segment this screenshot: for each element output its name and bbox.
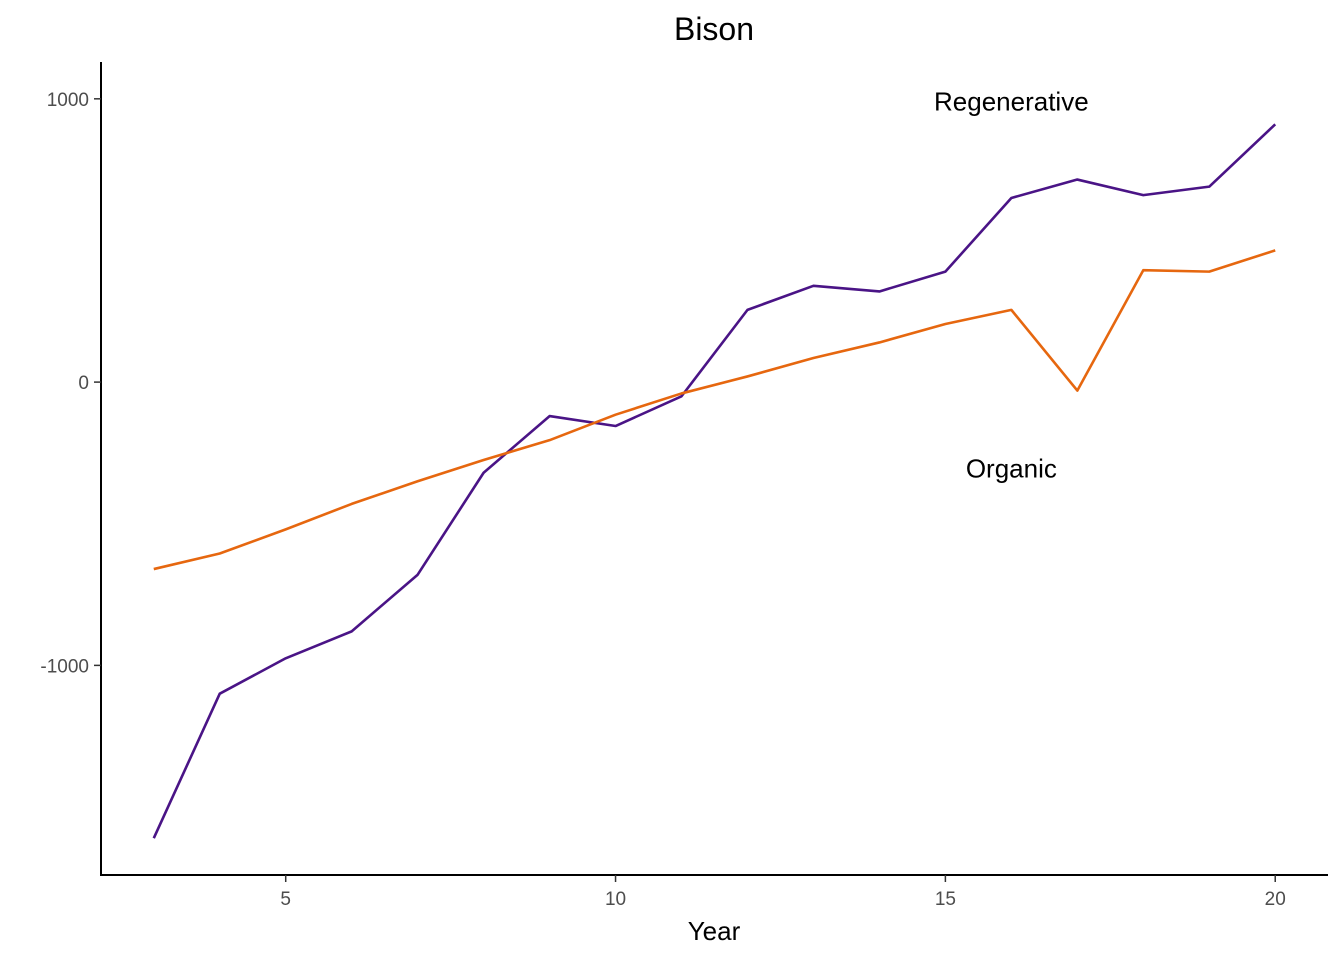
annotation-regenerative: Regenerative	[934, 87, 1089, 117]
series-line-1	[153, 249, 1276, 571]
annotation-organic: Organic	[966, 454, 1057, 484]
x-axis-ticks: 5 10 15 20	[280, 875, 1286, 910]
y-axis-ticks: 1000 0 -1000	[40, 90, 101, 677]
y-tick-label: -1000	[40, 656, 89, 677]
y-tick-label: 0	[78, 373, 89, 394]
y-tick-label: 1000	[47, 90, 89, 111]
chart-title: Bison	[674, 11, 754, 47]
x-tick-label: 20	[1265, 889, 1286, 910]
x-tick-label: 5	[280, 889, 291, 910]
x-tick-label: 15	[935, 889, 956, 910]
series-layer	[152, 123, 1277, 839]
annotation-layer: Regenerative Organic	[934, 87, 1089, 484]
x-tick-label: 10	[605, 889, 626, 910]
series-line-0	[152, 123, 1277, 839]
x-axis-title: Year	[688, 916, 741, 946]
